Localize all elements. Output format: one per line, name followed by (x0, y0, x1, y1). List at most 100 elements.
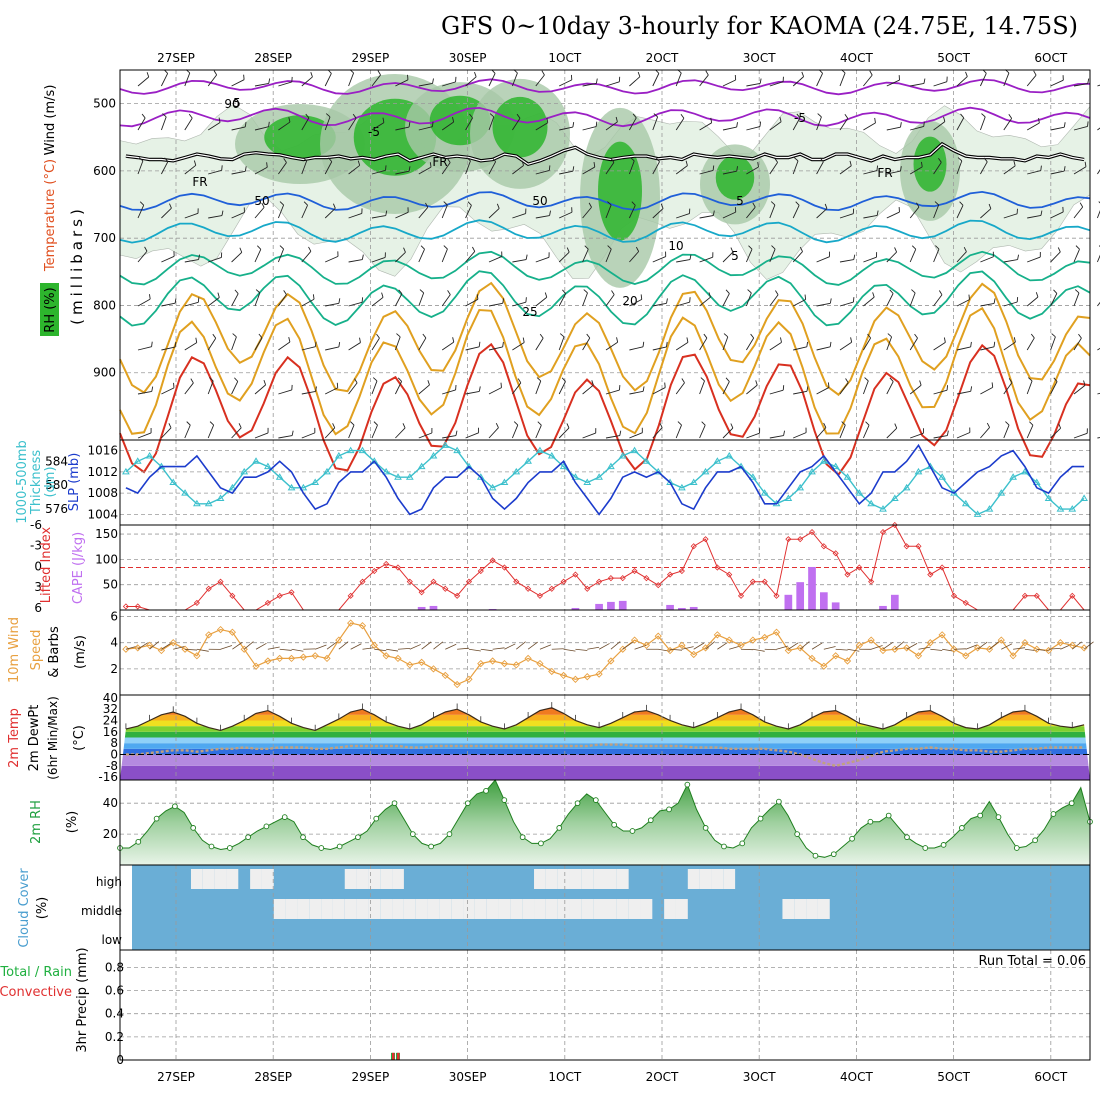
wind-barb (980, 161, 988, 175)
temp-tick: 24 (103, 714, 118, 728)
wind-barb-flag (279, 245, 284, 250)
thickness-point (559, 462, 568, 470)
wind-barb (488, 73, 496, 87)
li-point (678, 567, 685, 575)
wind-barb (535, 380, 542, 395)
wind-barb-flag (801, 71, 805, 77)
wind-barb (558, 293, 567, 307)
li-tick: 3 (34, 580, 42, 594)
wind-barb-flag (938, 290, 943, 296)
wind-barb-flag (593, 162, 596, 168)
cape-li-panel: 50 100 150 -6 -3 0 3 6 (30, 518, 1091, 615)
wind-barb (582, 337, 591, 351)
wind-barb-flag (209, 421, 214, 426)
thickness-point (890, 494, 899, 501)
rh-point (153, 815, 160, 822)
wind-barb-10m (516, 641, 526, 650)
thickness-point (1044, 494, 1053, 501)
wind-barb (207, 380, 214, 395)
wind-speed-point (394, 654, 402, 663)
wind-barb (1097, 301, 1100, 307)
cloud-high-block (557, 869, 570, 889)
wind-barb (1003, 118, 1013, 131)
wind-barb-flag (174, 298, 177, 304)
wind-barb-flag (986, 422, 991, 428)
wind-barb (1050, 79, 1064, 87)
wind-barb (488, 208, 500, 219)
rh-point (1013, 845, 1020, 851)
thickness-point (216, 494, 225, 501)
wind-barb (1026, 296, 1039, 307)
pressure-tick: 500 (93, 97, 116, 111)
wind-barb-flag (495, 423, 499, 428)
wind-barb-flag (472, 246, 476, 252)
wind-barb-flag (911, 289, 916, 294)
wind-speed-point (903, 644, 911, 652)
wind-barb (278, 162, 287, 175)
wind-speed-point (193, 652, 201, 660)
wind-barb (1026, 380, 1033, 395)
wind-barb (348, 342, 361, 351)
wind-barb-flag (1040, 165, 1042, 171)
wind-barb (207, 424, 215, 439)
wind-barb-flag (889, 289, 894, 294)
wind-speed-point (134, 644, 142, 652)
wind-speed-point (264, 657, 272, 665)
wind-barb (465, 205, 472, 219)
wind-barb-flag (381, 292, 384, 298)
wind10-label-a: 10m Wind (7, 617, 22, 683)
rh-point (611, 821, 618, 828)
cape-tick: 100 (95, 552, 118, 566)
wind-barb-flag (447, 290, 451, 295)
wind-barb-flag (775, 290, 779, 295)
wind-barb-10m (799, 641, 810, 650)
rh-point (245, 834, 251, 841)
slp-tick: 1016 (87, 444, 118, 458)
wind-barb-flag (332, 423, 336, 428)
wind-barb (886, 126, 901, 131)
thickness-point (867, 499, 876, 507)
wind-barb-flag (359, 337, 361, 343)
wind-barb (746, 432, 760, 439)
cape-bar (678, 607, 686, 610)
wind-barb-flag (779, 116, 782, 122)
wind-barb-flag (920, 161, 923, 167)
wind-barb-flag (283, 158, 287, 163)
wind-barb (465, 76, 477, 87)
cape-bar (571, 607, 580, 610)
li-tick: -6 (30, 518, 42, 532)
wind-barb-flag (680, 113, 685, 119)
cape-bar (796, 582, 805, 610)
wind-barb-flag (911, 245, 917, 250)
wind-barb (301, 160, 308, 175)
wind-barb (301, 298, 315, 307)
thickness-tick: 580 (45, 478, 68, 492)
thickness-point (547, 451, 556, 459)
cloud-middle-block (356, 899, 369, 919)
wind-speed-point (240, 645, 248, 653)
x-tick-top: 28SEP (254, 51, 292, 65)
thickness-tick: 576 (45, 502, 68, 516)
wind-barb (512, 301, 527, 307)
temp-band (120, 765, 1090, 780)
thickness-point (1080, 494, 1088, 501)
wind-barb (535, 256, 550, 263)
wind-barb-10m (421, 641, 432, 650)
wind-barb (441, 248, 448, 263)
wind-barb (254, 292, 261, 307)
wind-barb (652, 346, 667, 351)
wind-barb-flag (239, 247, 243, 253)
thickness-point (914, 467, 923, 475)
wind-barb-flag (588, 202, 592, 208)
wind-barb (1003, 301, 1018, 307)
wind-tick: 4 (110, 636, 118, 650)
precip-label-b: Convective (0, 985, 72, 1000)
thickness-point (1009, 473, 1017, 480)
wind-barb (605, 204, 612, 219)
wind-speed-point (678, 641, 686, 649)
wind-barb-flag (232, 333, 237, 338)
wind-barb (535, 424, 542, 439)
wind-barb-flag (806, 341, 809, 347)
wind-barb (769, 435, 784, 439)
wind-speed-point (418, 658, 426, 666)
